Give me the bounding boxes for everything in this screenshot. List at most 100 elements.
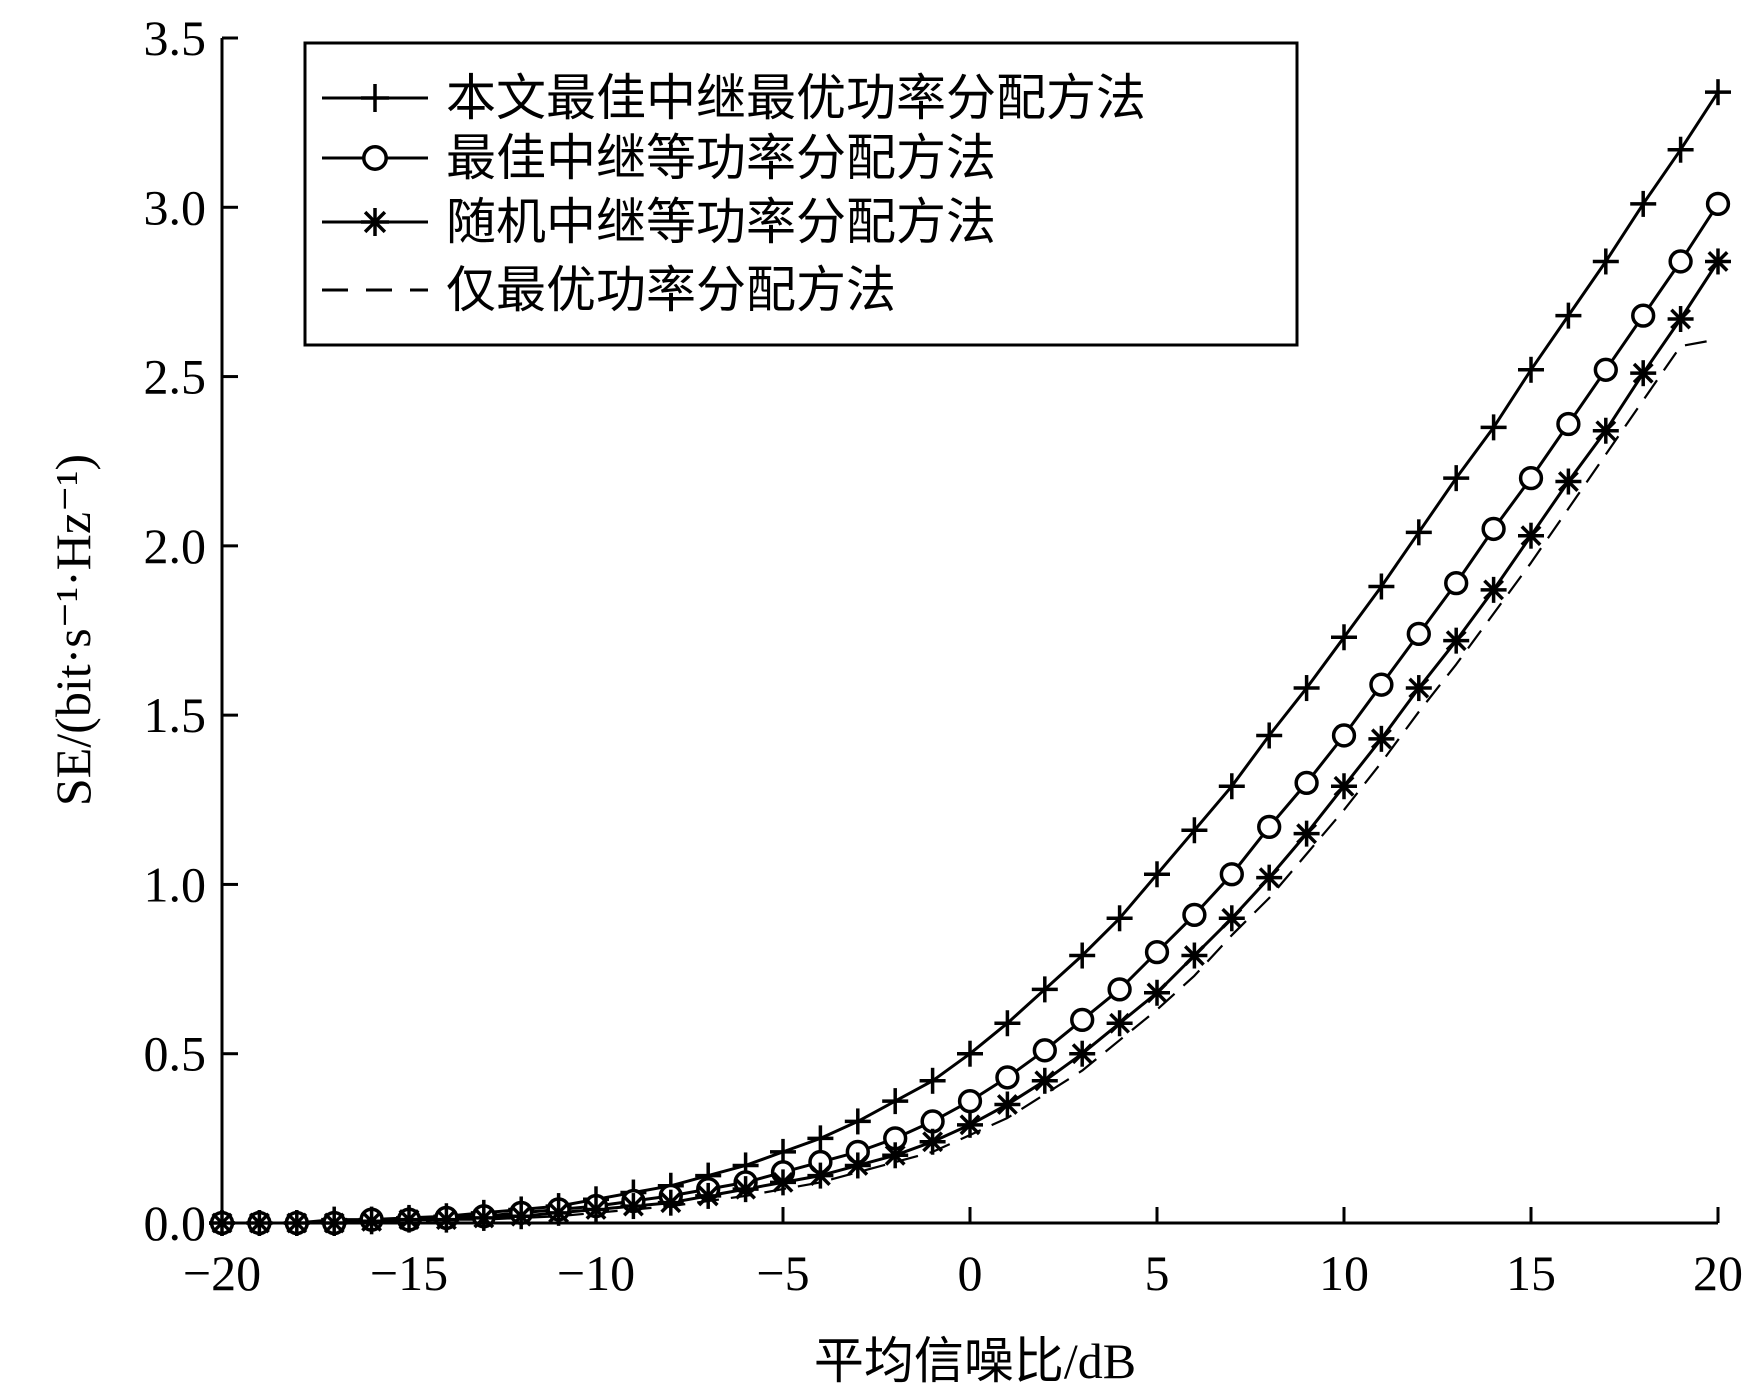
legend-entry-1: 本文最佳中继最优功率分配方法 <box>322 69 1146 127</box>
x-tick-label: 20 <box>1693 1245 1743 1301</box>
data-point-s3-18 <box>882 1142 909 1169</box>
data-point-s1-30 <box>1331 624 1357 651</box>
data-point-s1-16 <box>807 1125 834 1152</box>
data-point-s1-17 <box>844 1108 871 1135</box>
data-point-s3-11 <box>620 1193 647 1220</box>
x-tick-label: −5 <box>756 1245 809 1301</box>
data-point-s2-35 <box>1518 465 1544 491</box>
legend-entry-4: 仅最优功率分配方法 <box>322 261 896 319</box>
legend-label: 随机中继等功率分配方法 <box>446 193 996 251</box>
x-axis-label: 平均信噪比/dB <box>814 1333 1136 1389</box>
data-point-s3-38 <box>1630 360 1657 387</box>
data-point-s2-23 <box>1070 1007 1095 1033</box>
series-line-3 <box>222 260 1720 1225</box>
data-point-s3-13 <box>695 1182 722 1209</box>
data-point-s1-37 <box>1592 248 1619 275</box>
data-point-s3-32 <box>1405 675 1432 702</box>
y-tick-label: 1.0 <box>144 856 207 912</box>
data-point-s1-39 <box>1667 136 1694 163</box>
data-point-s3-20 <box>957 1111 983 1138</box>
data-point-s2-32 <box>1406 621 1431 647</box>
data-point-s3-21 <box>994 1091 1021 1118</box>
data-point-s2-26 <box>1182 902 1207 928</box>
x-tick-label: −15 <box>370 1245 448 1301</box>
y-tick-label: 1.5 <box>144 687 207 743</box>
legend-entry-2: 最佳中继等功率分配方法 <box>322 129 996 187</box>
data-point-s1-25 <box>1144 861 1170 888</box>
series-markers <box>209 79 1731 1236</box>
legend-marker <box>362 145 388 171</box>
legend-entry-3: 随机中继等功率分配方法 <box>322 193 996 251</box>
data-point-s2-34 <box>1481 516 1506 542</box>
data-point-s3-7 <box>470 1204 497 1231</box>
data-point-s3-17 <box>844 1152 871 1179</box>
data-point-s3-25 <box>1144 979 1170 1006</box>
data-point-s2-24 <box>1107 977 1132 1002</box>
data-point-s1-19 <box>919 1067 946 1094</box>
data-point-s2-38 <box>1631 303 1656 328</box>
data-point-s2-39 <box>1668 249 1693 274</box>
data-point-s3-8 <box>508 1203 535 1230</box>
x-tick-label: −20 <box>183 1245 261 1301</box>
data-point-s2-20 <box>957 1088 983 1114</box>
legend-label: 仅最优功率分配方法 <box>446 261 896 319</box>
data-point-s3-39 <box>1667 306 1694 333</box>
y-axis-label: SE/(bit·s⁻¹·Hz⁻¹) <box>45 454 101 806</box>
data-point-s3-24 <box>1106 1010 1133 1037</box>
data-point-s1-28 <box>1256 722 1283 749</box>
data-point-s3-28 <box>1256 864 1283 891</box>
data-point-s3-4 <box>358 1208 385 1235</box>
data-point-s1-34 <box>1480 414 1507 441</box>
data-point-s2-33 <box>1444 570 1469 596</box>
data-point-s3-34 <box>1480 576 1507 603</box>
y-tick-label: 0.5 <box>144 1026 207 1082</box>
ticks <box>220 36 1720 1225</box>
data-point-s3-16 <box>807 1162 834 1189</box>
data-point-s2-28 <box>1257 814 1282 840</box>
data-point-s1-22 <box>1031 976 1058 1003</box>
x-tick-label: 15 <box>1506 1245 1556 1301</box>
x-tick-label: 5 <box>1145 1245 1170 1301</box>
data-point-s3-40 <box>1705 248 1731 275</box>
y-tick-label: 3.0 <box>144 179 207 235</box>
data-point-s1-23 <box>1069 942 1096 969</box>
x-tick-label: 10 <box>1319 1245 1369 1301</box>
data-point-s2-36 <box>1556 411 1581 437</box>
data-point-s3-19 <box>919 1128 946 1155</box>
data-point-s3-22 <box>1031 1067 1058 1094</box>
data-point-s1-24 <box>1106 905 1133 932</box>
data-point-s1-18 <box>882 1088 909 1115</box>
data-point-s1-36 <box>1555 302 1582 329</box>
data-point-s1-29 <box>1293 675 1320 702</box>
tick-labels: −20 −15 −10 −5 0 5 10 15 20 0.0 0.5 1.0 1.5 2.0 2.5 3.0… <box>144 10 1744 1301</box>
data-point-s3-36 <box>1555 468 1582 495</box>
data-point-s3-35 <box>1518 522 1544 549</box>
data-point-s1-27 <box>1218 773 1245 800</box>
data-point-s3-26 <box>1181 942 1208 969</box>
data-point-s2-25 <box>1144 939 1170 965</box>
y-tick-label: 3.5 <box>144 10 207 66</box>
data-point-s3-31 <box>1368 725 1395 752</box>
data-point-s1-21 <box>994 1010 1021 1037</box>
series-line-2 <box>222 203 1720 1225</box>
data-point-s2-27 <box>1219 862 1244 887</box>
data-point-s3-23 <box>1069 1040 1096 1067</box>
data-point-s3-37 <box>1592 417 1619 444</box>
data-point-s2-31 <box>1369 672 1394 697</box>
data-point-s3-6 <box>433 1206 460 1233</box>
data-point-s2-37 <box>1593 357 1618 382</box>
x-tick-label: 0 <box>958 1245 983 1301</box>
data-point-s2-21 <box>995 1065 1020 1090</box>
data-point-s1-38 <box>1630 190 1657 217</box>
data-point-s3-33 <box>1443 627 1470 654</box>
data-point-s1-40 <box>1705 79 1731 106</box>
data-point-s1-31 <box>1368 573 1395 600</box>
legend-label: 最佳中继等功率分配方法 <box>446 129 996 187</box>
y-tick-label: 2.5 <box>144 349 207 405</box>
data-point-s3-30 <box>1331 773 1357 800</box>
x-tick-label: −10 <box>557 1245 635 1301</box>
legend-label: 本文最佳中继最优功率分配方法 <box>446 69 1146 127</box>
data-point-s1-33 <box>1443 465 1470 492</box>
data-point-s1-26 <box>1181 817 1208 844</box>
